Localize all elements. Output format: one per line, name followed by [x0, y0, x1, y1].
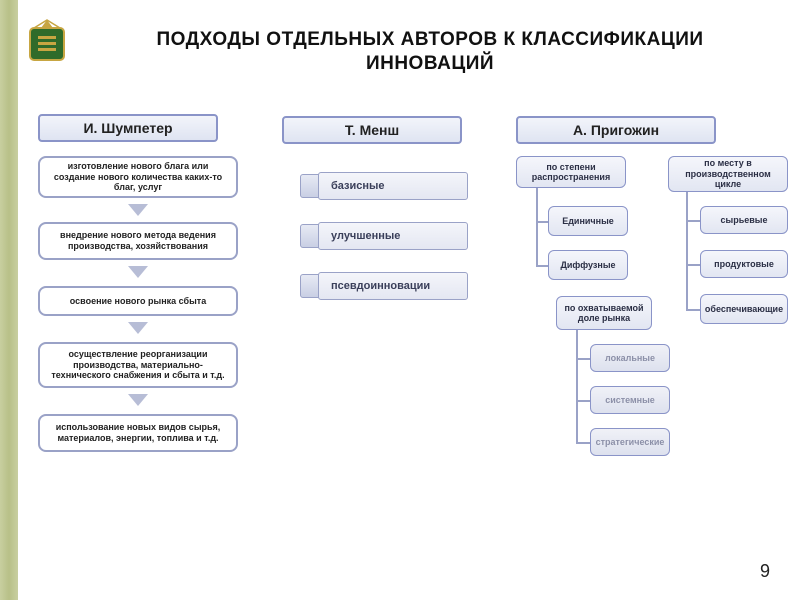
flow-step-4: осуществление реорганизации производства… [38, 342, 238, 388]
emblem-icon [24, 18, 70, 64]
author-tab-schumpeter: И. Шумпетер [38, 114, 218, 142]
mensh-label: базисные [318, 172, 468, 200]
flow-arrow-icon [128, 394, 148, 406]
flow-step-3: освоение нового рынка сбыта [38, 286, 238, 316]
tree-category-2: по месту в производственном цикле [668, 156, 788, 192]
connector [686, 264, 700, 266]
connector [686, 220, 700, 222]
tree-category-1: по степени распространения [516, 156, 626, 188]
tree-item: локальные [590, 344, 670, 372]
page-title: ПОДХОДЫ ОТДЕЛЬНЫХ АВТОРОВ К КЛАССИФИКАЦИ… [120, 28, 740, 76]
flow-step-5: использование новых видов сырья, материа… [38, 414, 238, 452]
side-stripe [0, 0, 18, 600]
connector [576, 442, 590, 444]
tree-item: обеспечивающие [700, 294, 788, 324]
tree-item: сырьевые [700, 206, 788, 234]
flow-step-1: изготовление нового блага или создание н… [38, 156, 238, 198]
connector [686, 192, 688, 310]
tree-item: продуктовые [700, 250, 788, 278]
flow-step-2: внедрение нового метода ведения производ… [38, 222, 238, 260]
tree-item: стратегические [590, 428, 670, 456]
author-tab-prigozhin: А. Пригожин [516, 116, 716, 144]
connector [576, 400, 590, 402]
tree-item: системные [590, 386, 670, 414]
flow-arrow-icon [128, 266, 148, 278]
mensh-tab-icon [300, 174, 320, 198]
author-tab-mensh: Т. Менш [282, 116, 462, 144]
mensh-tab-icon [300, 274, 320, 298]
tree-category-3: по охватываемой доле рынка [556, 296, 652, 330]
tree-item: Диффузные [548, 250, 628, 280]
flow-arrow-icon [128, 322, 148, 334]
connector [536, 265, 548, 267]
connector [686, 309, 700, 311]
mensh-tab-icon [300, 224, 320, 248]
mensh-item: базисные [300, 172, 470, 200]
mensh-label: улучшенные [318, 222, 468, 250]
connector [536, 188, 538, 266]
flow-arrow-icon [128, 204, 148, 216]
page-number: 9 [760, 561, 770, 582]
mensh-item: псевдоинновации [300, 272, 470, 300]
tree-item: Единичные [548, 206, 628, 236]
mensh-item: улучшенные [300, 222, 470, 250]
mensh-label: псевдоинновации [318, 272, 468, 300]
connector [536, 221, 548, 223]
connector [576, 330, 578, 442]
connector [576, 358, 590, 360]
